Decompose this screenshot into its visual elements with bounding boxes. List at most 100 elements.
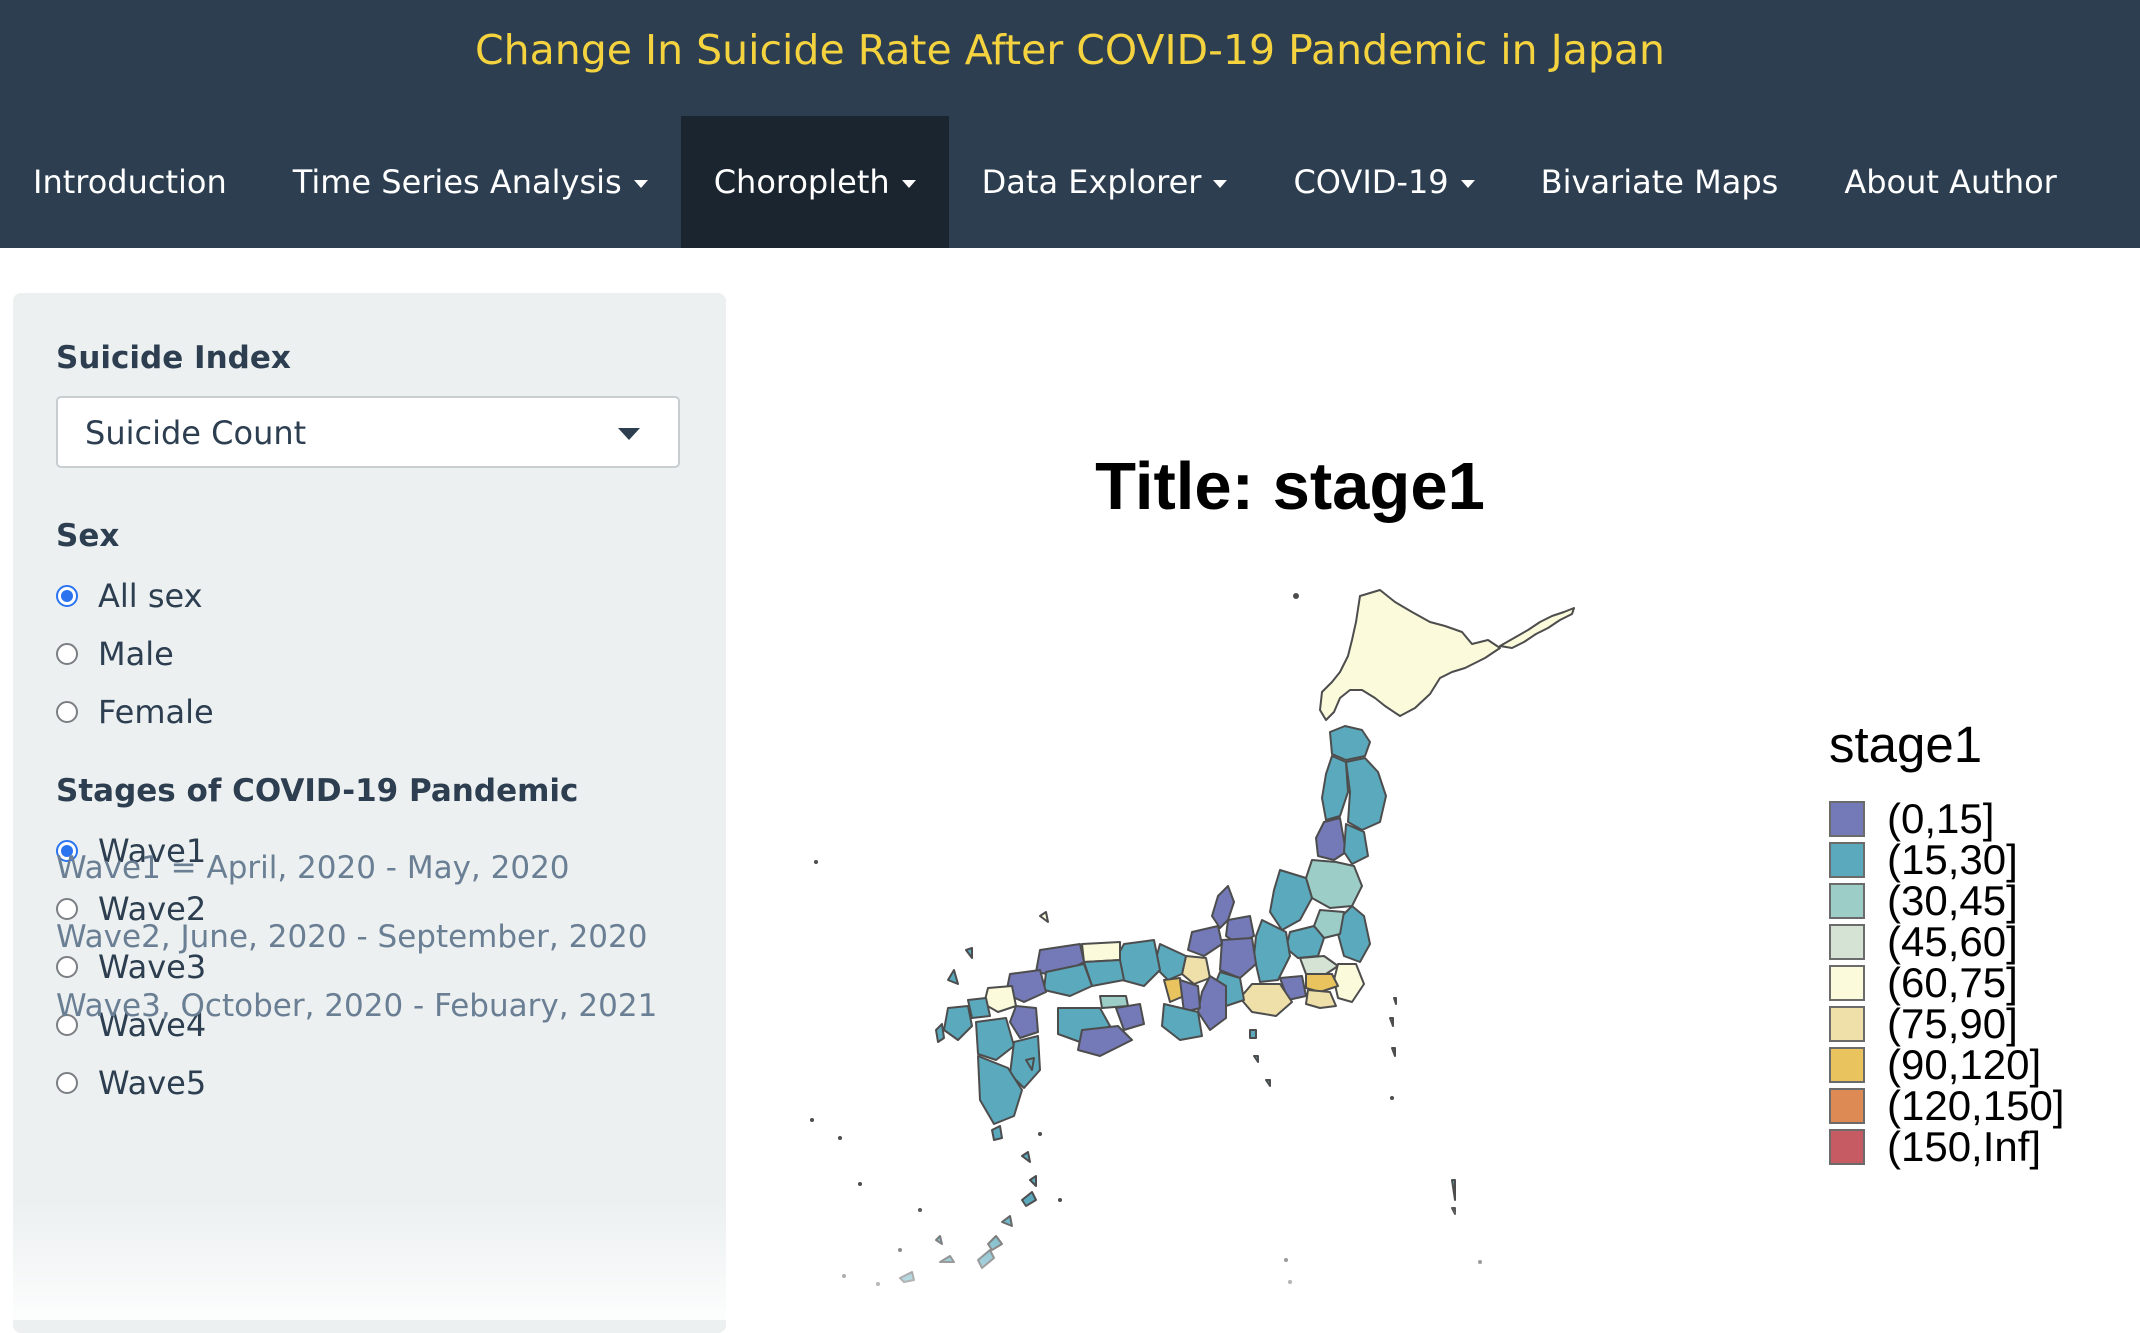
stage-radio-wave1[interactable]: Wave1 [56, 831, 206, 871]
map-region-fukui [1187, 925, 1223, 957]
radio-label: Male [98, 635, 174, 673]
map-island [939, 1255, 955, 1263]
legend-label: (45,60] [1887, 917, 2018, 965]
map-region-nara [1179, 979, 1201, 1013]
map-region-tokyo [1305, 973, 1339, 993]
legend-swatch [1829, 923, 1865, 960]
map-region-kagoshima [977, 1055, 1023, 1125]
stage-radio-wave3[interactable]: Wave3 [56, 947, 206, 987]
radio-label: Female [98, 693, 214, 731]
map-island [1039, 911, 1049, 923]
map-region-fukushima [1305, 859, 1363, 909]
nav-item-covid-19[interactable]: COVID-19 [1260, 116, 1507, 248]
map-region-chiba [1333, 963, 1365, 1003]
map-island [1265, 1079, 1271, 1087]
radio-button-icon[interactable] [56, 701, 78, 723]
stage-radio-wave5[interactable]: Wave5 [56, 1063, 206, 1103]
suicide-index-select[interactable]: Suicide Count [56, 396, 680, 468]
map-island [977, 1249, 995, 1269]
wave-definition-text: Wave2, June, 2020 - September, 2020 [56, 919, 648, 955]
navbar: Change In Suicide Rate After COVID-19 Pa… [0, 0, 2140, 248]
app-title: Change In Suicide Rate After COVID-19 Pa… [474, 26, 1666, 74]
caret-down-icon [1460, 180, 1475, 188]
map-island [1253, 1055, 1259, 1063]
stage-radio-wave4[interactable]: Wave4 [56, 1005, 206, 1045]
map-island [987, 1235, 1003, 1251]
nav-item-label: Data Explorer [981, 163, 1202, 201]
map-region-nagano [1253, 919, 1291, 983]
map-region-miyazaki [1009, 1035, 1041, 1089]
suicide-index-label: Suicide Index [56, 340, 291, 376]
map-region-miyagi [1343, 823, 1369, 865]
sex-radio-female[interactable]: Female [56, 692, 214, 732]
radio-label: Wave5 [98, 1064, 207, 1102]
radio-button-icon[interactable] [56, 1014, 78, 1036]
radio-label: Wave4 [98, 1006, 207, 1044]
map-island [935, 1235, 943, 1245]
nav-item-about-author[interactable]: About Author [1811, 116, 2090, 248]
map-region-nagasaki [943, 1005, 973, 1041]
map-region-shizuoka [1239, 983, 1293, 1017]
map-region-tohoku-north [1329, 725, 1371, 761]
nav-item-bivariate-maps[interactable]: Bivariate Maps [1508, 116, 1812, 248]
nav-item-choropleth[interactable]: Choropleth [680, 116, 949, 248]
radio-button-icon[interactable] [56, 585, 78, 607]
map-island [1393, 997, 1397, 1005]
map-region-tochigi [1313, 909, 1345, 939]
legend-swatch [1829, 882, 1865, 919]
caret-down-icon [633, 180, 648, 188]
map-region-tokushima [1115, 1003, 1145, 1031]
nav-item-label: Choropleth [713, 163, 890, 201]
map-island [1021, 1151, 1031, 1163]
legend-label: (0,15] [1887, 794, 1995, 842]
map-island [965, 947, 973, 959]
radio-button-icon[interactable] [56, 898, 78, 920]
legend-item: (15,30] [1829, 836, 2018, 883]
legend-swatch [1829, 1046, 1865, 1083]
nav-item-label: COVID-19 [1293, 163, 1449, 201]
nav-item-introduction[interactable]: Introduction [0, 116, 260, 248]
nav-item-label: Bivariate Maps [1540, 163, 1779, 201]
map-region-tohoku-east [1345, 757, 1387, 831]
map-island [1249, 1029, 1257, 1039]
map-island [1451, 1207, 1456, 1215]
legend-item: (45,60] [1829, 918, 2018, 965]
map-region-saga [967, 997, 991, 1019]
nav-item-data-explorer[interactable]: Data Explorer [949, 116, 1261, 248]
radio-button-icon[interactable] [56, 643, 78, 665]
map-region-kochi [1077, 1025, 1133, 1057]
radio-button-icon[interactable] [56, 956, 78, 978]
map-island [1389, 1017, 1394, 1027]
nav-menu: Introduction Time Series Analysis Chorople… [0, 116, 2090, 248]
map-island [1451, 1179, 1456, 1201]
nav-item-time-series-analysis[interactable]: Time Series Analysis [260, 116, 681, 248]
legend-title: stage1 [1829, 716, 1983, 773]
sex-radio-all-sex[interactable]: All sex [56, 576, 203, 616]
map-region-shiga [1181, 955, 1211, 985]
legend-item: (90,120] [1829, 1041, 2041, 1088]
legend-label: (150,Inf] [1887, 1122, 2042, 1170]
map-island [1029, 1175, 1037, 1187]
legend-label: (75,90] [1887, 999, 2018, 1047]
caret-down-icon [901, 180, 916, 188]
stage-radio-wave2[interactable]: Wave2 [56, 889, 206, 929]
radio-button-icon[interactable] [56, 840, 78, 862]
map-region-wakayama [1161, 1003, 1203, 1041]
sex-radio-male[interactable]: Male [56, 634, 174, 674]
map-region-saitama [1299, 955, 1339, 975]
map-island [899, 1271, 915, 1283]
chevron-down-icon [618, 428, 640, 440]
legend-label: (30,45] [1887, 876, 2018, 924]
map-region-tohoku-west [1321, 755, 1349, 821]
legend-label: (120,150] [1887, 1081, 2065, 1129]
legend-label: (15,30] [1887, 835, 2018, 883]
radio-label: All sex [98, 577, 203, 615]
legend-item: (150,Inf] [1829, 1123, 2041, 1170]
map-region-niigata [1269, 869, 1313, 931]
caret-down-icon [1213, 180, 1228, 188]
legend-label: (60,75] [1887, 958, 2018, 1006]
radio-label: Wave3 [98, 948, 207, 986]
japan-choropleth-map[interactable] [740, 560, 1600, 1300]
radio-button-icon[interactable] [56, 1072, 78, 1094]
legend-swatch [1829, 800, 1865, 837]
